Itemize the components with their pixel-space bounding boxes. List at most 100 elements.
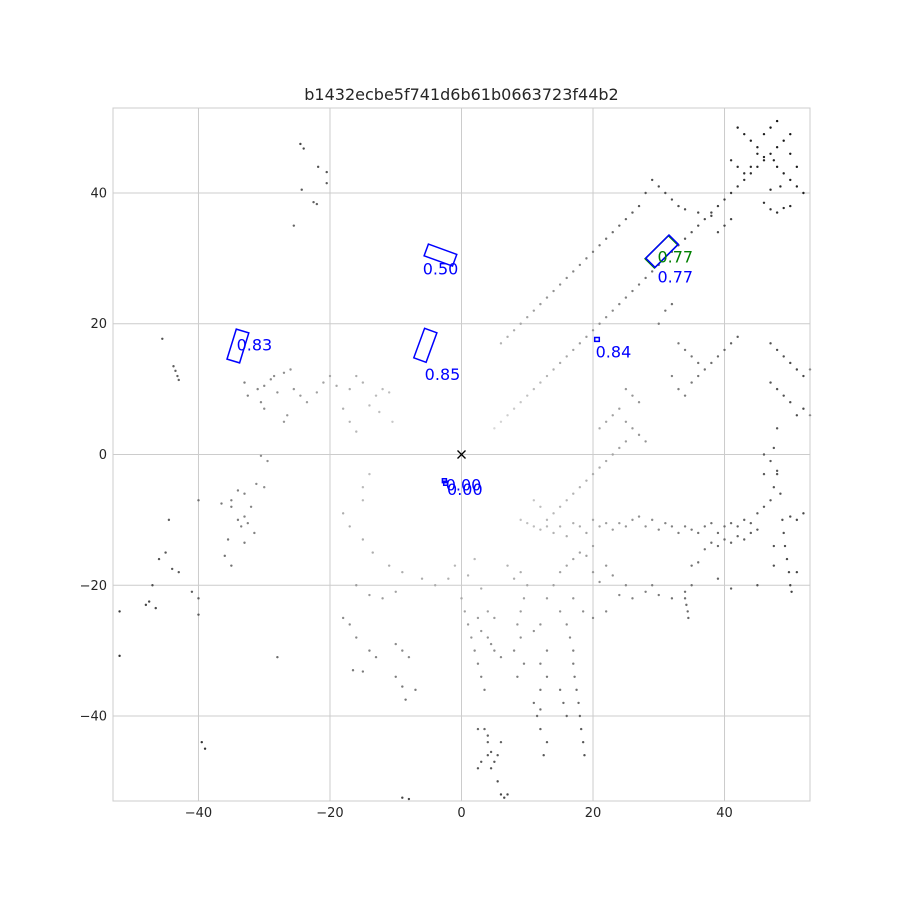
y-tick-label: 40	[90, 186, 107, 201]
lidar-point	[535, 714, 539, 718]
lidar-point	[558, 688, 562, 692]
plot-area: 0.50 0.85 0.83 0.84 0.000.00 0.77 0.77	[112, 107, 812, 802]
lidar-point	[637, 204, 641, 208]
lidar-point	[670, 302, 674, 306]
lidar-point	[147, 600, 151, 603]
lidar-point	[756, 528, 759, 531]
lidar-point	[480, 760, 483, 763]
lidar-point	[335, 384, 338, 388]
lidar-point	[348, 623, 351, 626]
lidar-point	[480, 675, 483, 678]
lidar-point	[756, 146, 759, 149]
lidar-point	[387, 391, 391, 394]
lidar-point	[762, 159, 766, 162]
lidar-point	[579, 727, 583, 731]
lidar-point	[756, 165, 759, 169]
lidar-point	[749, 139, 753, 142]
lidar-point	[781, 518, 784, 522]
lidar-point	[282, 420, 286, 424]
lidar-point	[736, 525, 739, 528]
lidar-point	[795, 570, 799, 574]
y-tick-label: 20	[90, 317, 107, 332]
lidar-point	[743, 538, 746, 541]
lidar-point	[611, 231, 614, 234]
lidar-point	[486, 734, 490, 737]
lidar-point	[703, 548, 706, 551]
score-labels: 0.50 0.85 0.83 0.84 0.000.00 0.77 0.77	[237, 247, 693, 499]
lidar-point	[624, 217, 628, 221]
lidar-point	[522, 597, 526, 600]
lidar-point	[381, 597, 384, 600]
lidar-point	[710, 541, 713, 544]
score-label: 0.00	[446, 475, 482, 494]
lidar-point	[341, 512, 345, 515]
prediction-box	[593, 336, 601, 343]
lidar-point	[420, 577, 424, 580]
lidar-point	[604, 316, 608, 319]
lidar-point	[789, 361, 792, 365]
lidar-point	[230, 499, 233, 502]
lidar-point	[572, 492, 575, 495]
lidar-point	[371, 551, 374, 554]
lidar-point	[683, 348, 687, 352]
lidar-point	[161, 337, 164, 340]
lidar-point	[516, 675, 519, 678]
lidar-point	[670, 597, 674, 600]
x-tick-label: 0	[457, 806, 465, 821]
lidar-point	[611, 309, 614, 312]
lidar-point	[618, 302, 621, 306]
lidar-point	[697, 561, 700, 564]
lidar-point	[729, 541, 733, 544]
lidar-point	[795, 165, 799, 169]
lidar-point	[756, 152, 759, 155]
lidar-point	[476, 727, 480, 731]
lidar-point	[736, 185, 739, 188]
lidar-point	[802, 191, 805, 195]
lidar-point	[743, 518, 746, 522]
lidar-point	[637, 515, 641, 518]
lidar-point	[598, 322, 601, 325]
lidar-point	[512, 407, 516, 410]
lidar-point	[476, 616, 480, 620]
lidar-point	[670, 198, 674, 201]
lidar-point	[690, 231, 693, 234]
lidar-point	[552, 512, 555, 515]
lidar-point	[493, 649, 496, 652]
lidar-point	[539, 688, 542, 692]
lidar-point	[723, 198, 726, 201]
y-axis-ticks: −40 −20 0 20 40	[80, 186, 107, 724]
lidar-point	[624, 387, 628, 391]
lidar-point	[772, 446, 776, 450]
lidar-point	[583, 754, 586, 757]
lidar-point	[256, 387, 259, 391]
lidar-point	[624, 584, 628, 587]
lidar-point	[407, 797, 411, 801]
lidar-point	[351, 669, 355, 672]
lidar-point	[552, 584, 555, 587]
lidar-point	[532, 629, 536, 633]
chart-title: b1432ecbe5f741d6b61b0663723f44b2	[304, 85, 618, 104]
lidar-point	[762, 155, 766, 159]
lidar-point	[240, 525, 243, 528]
lidar-point	[325, 181, 328, 185]
lidar-point	[503, 796, 506, 799]
lidar-point	[769, 126, 772, 129]
prediction-box	[644, 233, 680, 269]
lidar-point	[414, 688, 417, 692]
lidar-point	[565, 623, 568, 626]
lidar-point	[644, 191, 647, 195]
lidar-point	[558, 283, 562, 286]
lidar-point	[729, 342, 733, 345]
lidar-point	[604, 459, 608, 463]
lidar-point	[775, 472, 779, 476]
lidar-point	[312, 200, 315, 204]
lidar-point	[782, 172, 785, 175]
lidar-point	[519, 400, 522, 404]
lidar-point	[631, 211, 634, 214]
lidar-point	[772, 564, 776, 567]
lidar-point	[650, 178, 654, 182]
lidar-point	[782, 531, 785, 535]
lidar-point	[292, 387, 296, 391]
lidar-point	[526, 316, 529, 319]
lidar-point	[565, 499, 568, 502]
